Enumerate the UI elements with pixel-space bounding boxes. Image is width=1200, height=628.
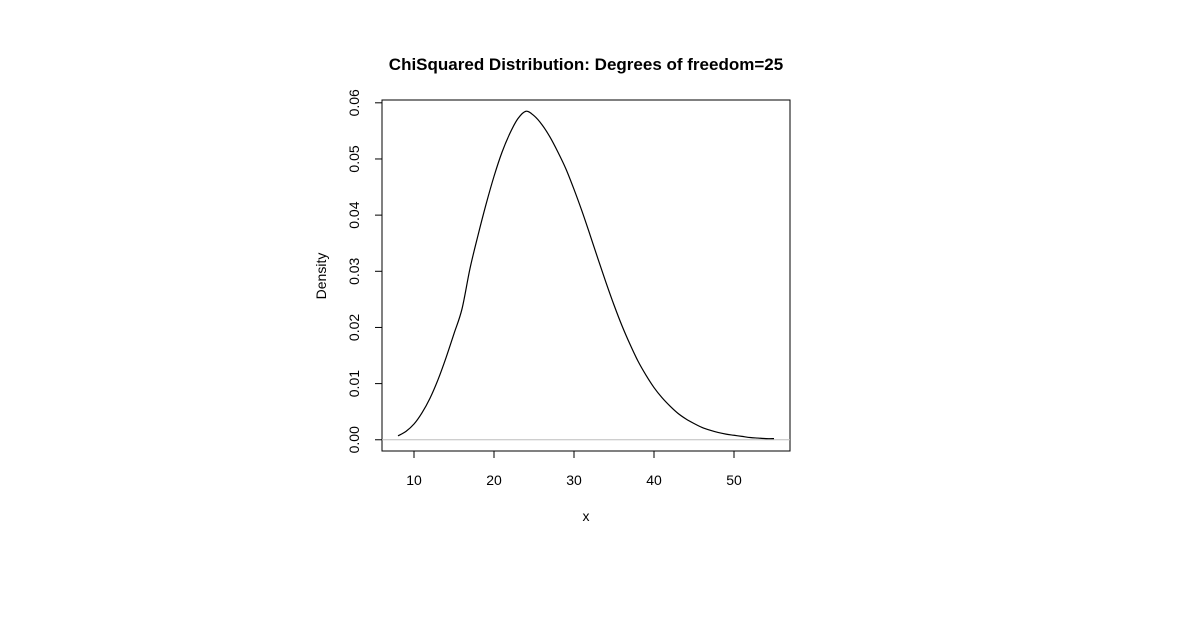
y-tick-label: 0.03 <box>346 257 362 284</box>
y-tick-label: 0.04 <box>346 201 362 228</box>
plot-marks <box>382 110 790 441</box>
y-tick-label: 0.06 <box>346 89 362 116</box>
x-tick-label: 50 <box>726 472 742 488</box>
y-tick-label: 0.02 <box>346 314 362 341</box>
y-tick-label: 0.05 <box>346 145 362 172</box>
density-curve <box>397 110 775 440</box>
y-tick-label: 0.00 <box>346 426 362 453</box>
x-tick-label: 20 <box>486 472 502 488</box>
x-tick-label: 10 <box>406 472 422 488</box>
x-axis: 10 20 30 40 50 <box>406 450 742 488</box>
x-tick-label: 40 <box>646 472 662 488</box>
x-tick-label: 30 <box>566 472 582 488</box>
chart-title: ChiSquared Distribution: Degrees of free… <box>389 55 783 74</box>
x-axis-label: x <box>583 508 590 524</box>
y-axis-label: Density <box>313 253 329 300</box>
y-tick-label: 0.01 <box>346 370 362 397</box>
y-axis: 0.00 0.01 0.02 0.03 0.04 0.05 0.06 <box>346 89 383 453</box>
plot-area-frame <box>381 99 791 452</box>
